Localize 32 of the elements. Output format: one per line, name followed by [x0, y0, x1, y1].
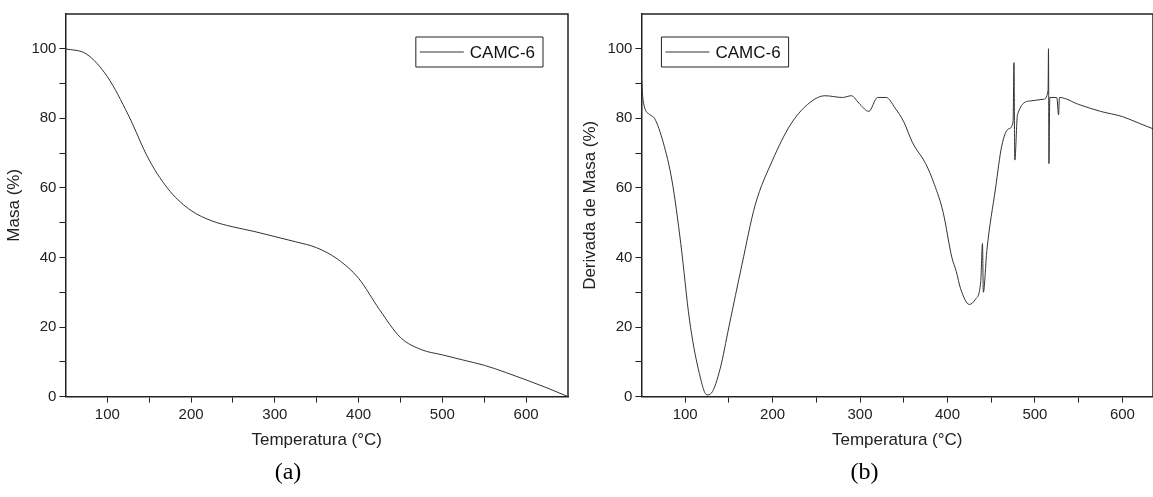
x-tick-label: 500 — [1022, 404, 1048, 422]
y-tick-label: 80 — [39, 108, 57, 126]
x-tick-label: 400 — [346, 404, 372, 422]
y-tick-label: 0 — [48, 386, 57, 404]
y-axis-title: Derivada de Masa (%) — [579, 120, 599, 290]
x-tick-label: 400 — [934, 404, 961, 422]
y-tick-label: 60 — [615, 178, 633, 196]
text: (b) — [849, 458, 880, 485]
x-tick-label: 600 — [1109, 404, 1135, 422]
y-tick-label: 40 — [615, 247, 633, 265]
y-tick-label: 60 — [39, 178, 57, 196]
y-tick-label: 80 — [615, 108, 633, 126]
y-tick-label: 20 — [615, 317, 633, 335]
legend-label: CAMC-6 — [715, 42, 781, 62]
x-tick-label: 100 — [94, 404, 120, 422]
y-tick-label: 0 — [624, 386, 633, 404]
y-tick-label: 100 — [31, 38, 57, 56]
x-tick-label: 200 — [178, 404, 204, 422]
x-tick-label: 300 — [847, 404, 873, 422]
text: (a) — [273, 458, 303, 485]
y-tick-label: 40 — [39, 247, 57, 265]
legend-label: CAMC-6 — [469, 42, 535, 62]
y-tick-label: 20 — [39, 317, 57, 335]
x-tick-label: 300 — [262, 404, 288, 422]
x-tick-label: 500 — [429, 404, 455, 422]
y-tick-label: 100 — [607, 38, 633, 56]
x-tick-label: 200 — [760, 404, 786, 422]
x-axis-title: Temperatura (°C) — [831, 430, 963, 450]
x-tick-label: 100 — [672, 404, 698, 422]
x-tick-label: 600 — [513, 404, 539, 422]
y-axis-title: Masa (%) — [3, 168, 23, 242]
x-axis-title: Temperatura (°C) — [251, 430, 382, 450]
